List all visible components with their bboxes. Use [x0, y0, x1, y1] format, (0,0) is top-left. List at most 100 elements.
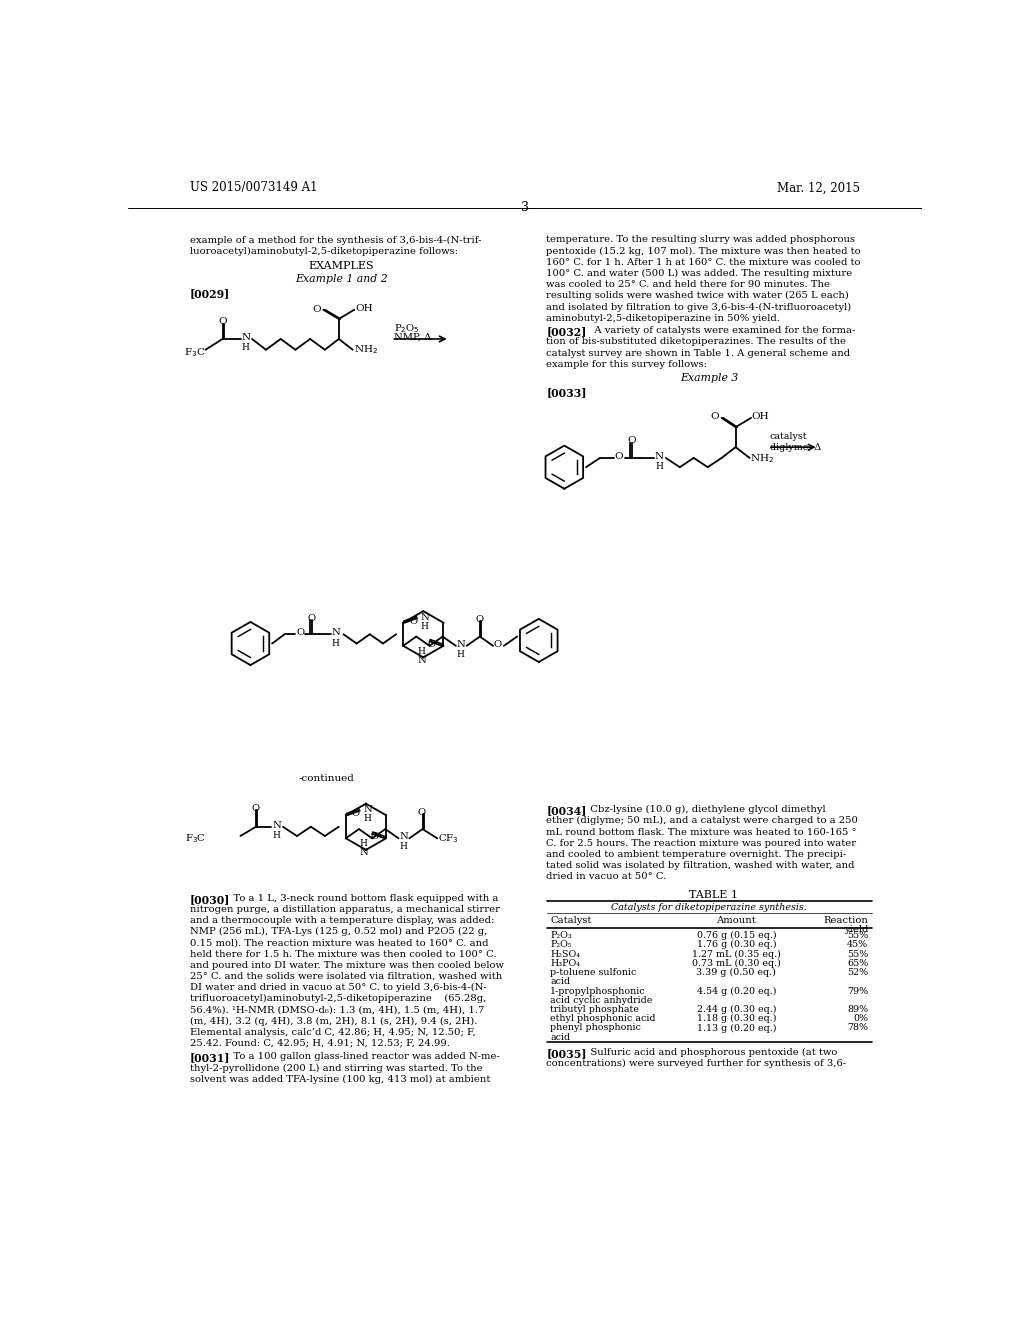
Text: temperature. To the resulting slurry was added phosphorous: temperature. To the resulting slurry was…: [547, 235, 855, 244]
Text: H₂SO₄: H₂SO₄: [550, 949, 581, 958]
Text: N: N: [359, 849, 369, 857]
Text: resulting solids were washed twice with water (265 L each): resulting solids were washed twice with …: [547, 292, 849, 301]
Text: and a thermocouple with a temperature display, was added:: and a thermocouple with a temperature di…: [190, 916, 495, 925]
Text: O: O: [627, 437, 636, 445]
Text: [0032]: [0032]: [547, 326, 587, 338]
Text: O: O: [711, 412, 720, 421]
Text: H: H: [399, 842, 408, 851]
Text: N: N: [272, 821, 281, 829]
Text: Amount: Amount: [717, 916, 757, 925]
Text: NH$_2$: NH$_2$: [353, 343, 378, 356]
Text: 55%: 55%: [847, 931, 868, 940]
Text: H: H: [272, 832, 280, 841]
Text: H: H: [332, 639, 340, 648]
Text: ethyl phosphonic acid: ethyl phosphonic acid: [550, 1014, 656, 1023]
Text: acid: acid: [550, 1032, 570, 1041]
Text: was cooled to 25° C. and held there for 90 minutes. The: was cooled to 25° C. and held there for …: [547, 280, 830, 289]
Text: N: N: [364, 805, 373, 814]
Text: H: H: [655, 462, 663, 471]
Text: To a 1 L, 3-neck round bottom flask equipped with a: To a 1 L, 3-neck round bottom flask equi…: [224, 894, 499, 903]
Text: 0.15 mol). The reaction mixture was heated to 160° C. and: 0.15 mol). The reaction mixture was heat…: [190, 939, 488, 948]
Text: [0033]: [0033]: [547, 387, 587, 397]
Text: O: O: [410, 616, 418, 626]
Text: O: O: [352, 809, 360, 818]
Text: F$_3$C: F$_3$C: [184, 832, 206, 845]
Text: Mar. 12, 2015: Mar. 12, 2015: [776, 181, 859, 194]
Text: p-toluene sulfonic: p-toluene sulfonic: [550, 968, 637, 977]
Text: luoroacetyl)aminobutyl-2,5-diketopiperazine follows:: luoroacetyl)aminobutyl-2,5-diketopiperaz…: [190, 247, 458, 256]
Text: N: N: [421, 612, 430, 622]
Text: and isolated by filtration to give 3,6-bis-4-(N-trifluoroacetyl): and isolated by filtration to give 3,6-b…: [547, 302, 852, 312]
Text: 1.27 mL (0.35 eq.): 1.27 mL (0.35 eq.): [692, 949, 781, 958]
Text: O: O: [371, 832, 379, 841]
Text: NH$_2$: NH$_2$: [751, 451, 774, 465]
Text: O: O: [494, 640, 502, 648]
Text: -continued: -continued: [299, 775, 354, 783]
Text: O: O: [428, 640, 436, 648]
Text: F$_3$C: F$_3$C: [184, 346, 206, 359]
Text: 0%: 0%: [853, 1014, 868, 1023]
Text: O: O: [312, 305, 322, 314]
Text: N: N: [457, 640, 465, 648]
Text: 45%: 45%: [847, 940, 868, 949]
Text: O: O: [296, 628, 304, 638]
Text: concentrations) were surveyed further for synthesis of 3,6-: concentrations) were surveyed further fo…: [547, 1059, 847, 1068]
Text: H: H: [417, 647, 425, 656]
Text: H₃PO₄: H₃PO₄: [550, 958, 581, 968]
Text: O: O: [418, 808, 426, 817]
Text: [0031]: [0031]: [190, 1052, 230, 1064]
Text: N: N: [417, 656, 426, 665]
Text: O: O: [219, 317, 227, 326]
Text: To a 100 gallon glass-lined reactor was added N-me-: To a 100 gallon glass-lined reactor was …: [224, 1052, 500, 1061]
Text: [0030]: [0030]: [190, 894, 230, 904]
Text: P$_2$O$_5$: P$_2$O$_5$: [394, 322, 420, 335]
Text: O: O: [475, 615, 483, 624]
Text: O: O: [251, 804, 259, 813]
Text: OH: OH: [752, 412, 769, 421]
Text: 78%: 78%: [847, 1023, 868, 1032]
Text: trifluoroacetyl)aminobutyl-2,5-diketopiperazine    (65.28g,: trifluoroacetyl)aminobutyl-2,5-diketopip…: [190, 994, 486, 1003]
Text: Elemental analysis, calc’d C, 42.86; H, 4.95; N, 12.50; F,: Elemental analysis, calc’d C, 42.86; H, …: [190, 1028, 476, 1036]
Text: 4.54 g (0.20 eq.): 4.54 g (0.20 eq.): [696, 986, 776, 995]
Text: DI water and dried in vacuo at 50° C. to yield 3,6-bis-4-(N-: DI water and dried in vacuo at 50° C. to…: [190, 983, 486, 993]
Text: OH: OH: [355, 304, 373, 313]
Text: 56.4%). ¹H-NMR (DMSO-d₆): 1.3 (m, 4H), 1.5 (m, 4H), 1.7: 56.4%). ¹H-NMR (DMSO-d₆): 1.3 (m, 4H), 1…: [190, 1006, 484, 1014]
Text: [0029]: [0029]: [190, 289, 230, 300]
Text: [0035]: [0035]: [547, 1048, 587, 1059]
Text: CF$_3$: CF$_3$: [438, 832, 459, 845]
Text: [0034]: [0034]: [547, 805, 587, 816]
Text: tion of bis-substituted diketopiperazines. The results of the: tion of bis-substituted diketopiperazine…: [547, 338, 847, 346]
Text: N: N: [655, 451, 665, 461]
Text: aminobutyl-2,5-diketopiperazine in 50% yield.: aminobutyl-2,5-diketopiperazine in 50% y…: [547, 314, 780, 322]
Text: H: H: [421, 622, 429, 631]
Text: 2.44 g (0.30 eq.): 2.44 g (0.30 eq.): [696, 1005, 776, 1014]
Text: 25.42. Found: C, 42.95; H, 4.91; N, 12.53; F, 24.99.: 25.42. Found: C, 42.95; H, 4.91; N, 12.5…: [190, 1039, 450, 1048]
Text: held there for 1.5 h. The mixture was then cooled to 100° C.: held there for 1.5 h. The mixture was th…: [190, 949, 497, 958]
Text: solvent was added TFA-lysine (100 kg, 413 mol) at ambient: solvent was added TFA-lysine (100 kg, 41…: [190, 1074, 490, 1084]
Text: Example 3: Example 3: [680, 374, 738, 383]
Text: 1.76 g (0.30 eq.): 1.76 g (0.30 eq.): [696, 940, 776, 949]
Text: 3.39 g (0.50 eq.): 3.39 g (0.50 eq.): [696, 968, 776, 977]
Text: TABLE 1: TABLE 1: [689, 890, 738, 899]
Text: Reaction: Reaction: [823, 916, 868, 925]
Text: pentoxide (15.2 kg, 107 mol). The mixture was then heated to: pentoxide (15.2 kg, 107 mol). The mixtur…: [547, 247, 861, 256]
Text: Catalyst: Catalyst: [550, 916, 592, 925]
Text: H: H: [359, 840, 368, 847]
Text: 160° C. for 1 h. After 1 h at 160° C. the mixture was cooled to: 160° C. for 1 h. After 1 h at 160° C. th…: [547, 257, 861, 267]
Text: O: O: [307, 614, 315, 623]
Text: acid cyclic anhydride: acid cyclic anhydride: [550, 995, 652, 1005]
Text: Example 1 and 2: Example 1 and 2: [295, 273, 387, 284]
Text: H: H: [364, 814, 372, 824]
Text: tributyl phosphate: tributyl phosphate: [550, 1005, 639, 1014]
Text: yield: yield: [844, 925, 868, 935]
Text: 1.13 g (0.20 eq.): 1.13 g (0.20 eq.): [696, 1023, 776, 1032]
Text: O: O: [614, 451, 624, 461]
Text: catalyst survey are shown in Table 1. A general scheme and: catalyst survey are shown in Table 1. A …: [547, 348, 851, 358]
Text: Sulfuric acid and phosphorous pentoxide (at two: Sulfuric acid and phosphorous pentoxide …: [581, 1048, 837, 1057]
Text: mL round bottom flask. The mixture was heated to 160-165 °: mL round bottom flask. The mixture was h…: [547, 828, 857, 837]
Text: example for this survey follows:: example for this survey follows:: [547, 360, 708, 368]
Text: H: H: [242, 343, 250, 352]
Text: (m, 4H), 3.2 (q, 4H), 3.8 (m, 2H), 8.1 (s, 2H), 9.4 (s, 2H).: (m, 4H), 3.2 (q, 4H), 3.8 (m, 2H), 8.1 (…: [190, 1016, 477, 1026]
Text: NMP (256 mL), TFA-Lys (125 g, 0.52 mol) and P2O5 (22 g,: NMP (256 mL), TFA-Lys (125 g, 0.52 mol) …: [190, 927, 487, 936]
Text: 55%: 55%: [847, 949, 868, 958]
